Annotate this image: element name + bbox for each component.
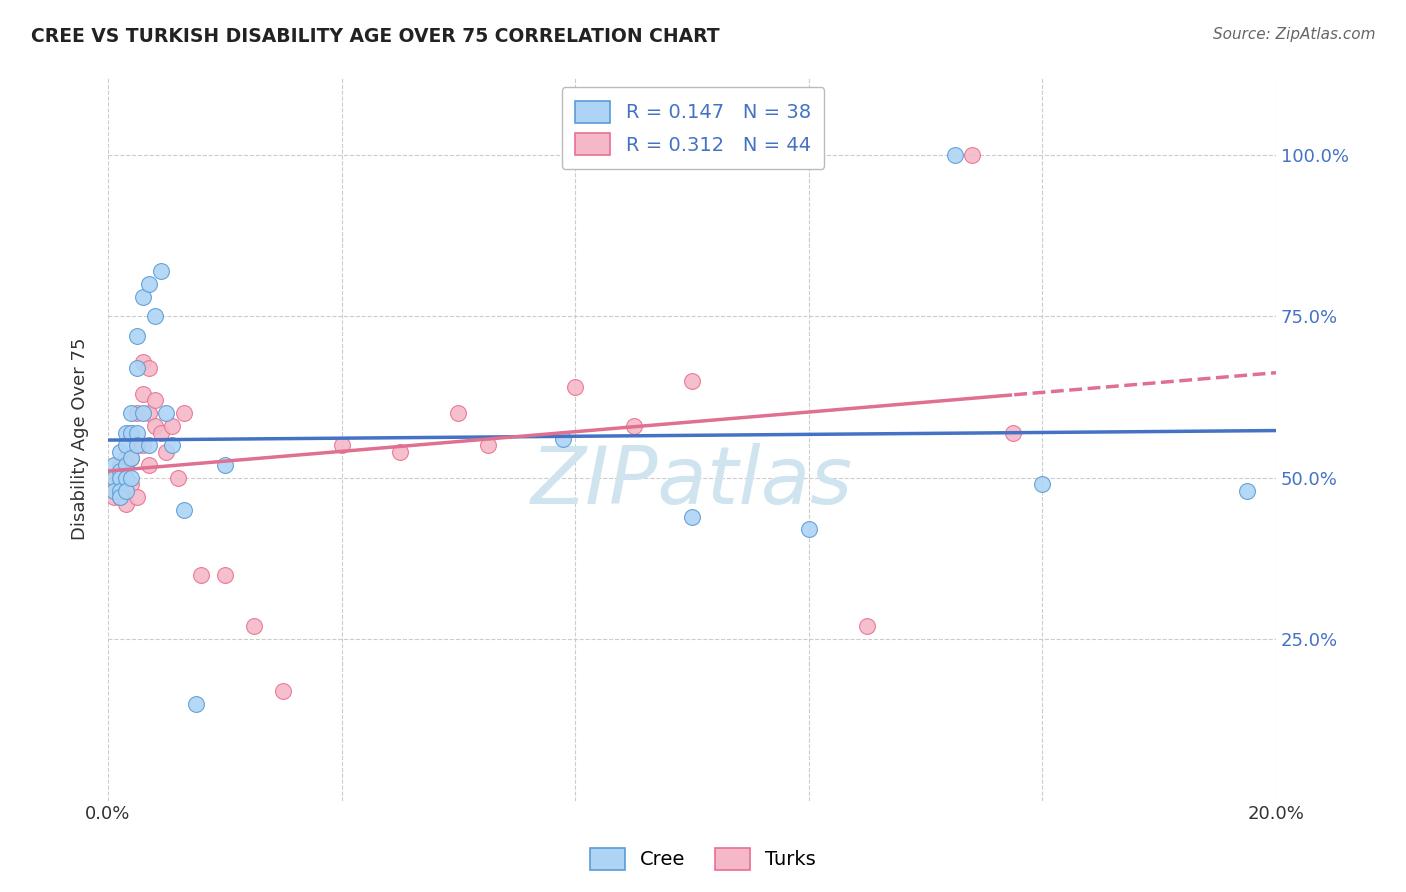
Point: [138, 458, 160, 472]
Point: [138, 361, 160, 376]
Point: [143, 310, 166, 324]
Point: [149, 264, 172, 278]
Point: [564, 380, 586, 394]
Point: [214, 567, 236, 582]
Point: [155, 406, 177, 420]
Point: [120, 425, 142, 440]
Point: [127, 438, 149, 452]
Point: [155, 445, 177, 459]
Point: [103, 490, 125, 504]
Text: Source: ZipAtlas.com: Source: ZipAtlas.com: [1212, 27, 1375, 42]
Point: [160, 419, 183, 434]
Point: [114, 471, 136, 485]
Point: [103, 477, 125, 491]
Point: [132, 387, 155, 401]
Point: [108, 464, 131, 478]
Point: [1236, 483, 1258, 498]
Point: [167, 471, 190, 485]
Point: [114, 471, 136, 485]
Point: [190, 567, 212, 582]
Point: [127, 490, 149, 504]
Point: [103, 471, 125, 485]
Point: [108, 477, 131, 491]
Point: [103, 483, 125, 498]
Point: [1031, 477, 1053, 491]
Point: [108, 490, 131, 504]
Point: [120, 451, 142, 466]
Point: [797, 523, 820, 537]
Point: [108, 471, 131, 485]
Point: [388, 445, 411, 459]
Point: [127, 438, 149, 452]
Text: CREE VS TURKISH DISABILITY AGE OVER 75 CORRELATION CHART: CREE VS TURKISH DISABILITY AGE OVER 75 C…: [31, 27, 720, 45]
Point: [108, 458, 131, 472]
Point: [143, 393, 166, 408]
Point: [114, 483, 136, 498]
Point: [160, 438, 183, 452]
Point: [943, 148, 966, 162]
Text: ZIPatlas: ZIPatlas: [531, 443, 853, 522]
Point: [132, 438, 155, 452]
Point: [856, 619, 879, 633]
Point: [120, 451, 142, 466]
Point: [120, 477, 142, 491]
Point: [127, 328, 149, 343]
Y-axis label: Disability Age Over 75: Disability Age Over 75: [72, 338, 89, 541]
Point: [120, 471, 142, 485]
Point: [103, 458, 125, 472]
Point: [1002, 425, 1025, 440]
Point: [114, 497, 136, 511]
Point: [681, 509, 703, 524]
Point: [114, 458, 136, 472]
Point: [127, 425, 149, 440]
Point: [553, 432, 575, 446]
Point: [114, 438, 136, 452]
Point: [184, 697, 207, 711]
Point: [149, 425, 172, 440]
Point: [132, 290, 155, 304]
Legend: Cree, Turks: Cree, Turks: [582, 839, 824, 878]
Point: [173, 503, 195, 517]
Point: [132, 354, 155, 368]
Point: [108, 490, 131, 504]
Point: [214, 458, 236, 472]
Point: [108, 445, 131, 459]
Point: [138, 438, 160, 452]
Point: [962, 148, 984, 162]
Point: [138, 277, 160, 291]
Point: [623, 419, 645, 434]
Point: [114, 483, 136, 498]
Point: [108, 483, 131, 498]
Point: [243, 619, 266, 633]
Point: [447, 406, 470, 420]
Point: [114, 425, 136, 440]
Point: [681, 374, 703, 388]
Point: [127, 406, 149, 420]
Point: [108, 471, 131, 485]
Point: [138, 406, 160, 420]
Point: [103, 471, 125, 485]
Point: [120, 425, 142, 440]
Point: [271, 683, 294, 698]
Point: [173, 406, 195, 420]
Point: [120, 406, 142, 420]
Point: [127, 361, 149, 376]
Point: [114, 451, 136, 466]
Legend: R = 0.147   N = 38, R = 0.312   N = 44: R = 0.147 N = 38, R = 0.312 N = 44: [561, 87, 824, 169]
Point: [132, 406, 155, 420]
Point: [477, 438, 499, 452]
Point: [143, 419, 166, 434]
Point: [330, 438, 353, 452]
